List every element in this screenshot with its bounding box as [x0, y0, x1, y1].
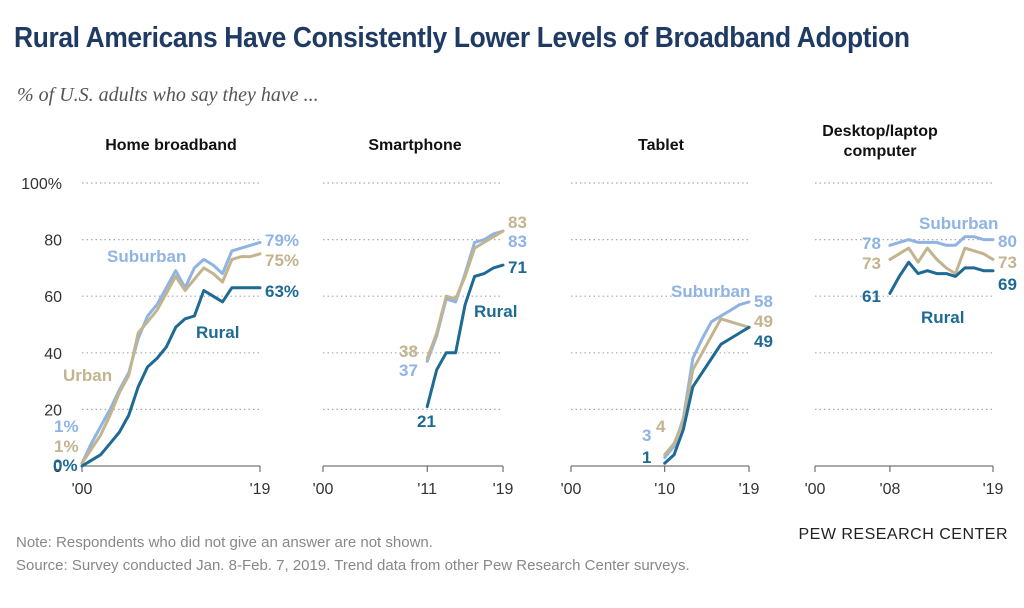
series-line-rural [888, 260, 995, 295]
series-line-urban [888, 246, 995, 276]
y-tick-label: 40 [44, 346, 62, 363]
series-line-urban [425, 229, 505, 360]
x-tick-label: '11 [417, 481, 437, 498]
start-value-label-rural: 0% [53, 456, 78, 475]
start-value-label-rural: 1 [642, 448, 651, 467]
y-tick-label: 60 [44, 289, 62, 306]
start-value-label-urban: 1% [54, 437, 79, 456]
start-value-label-suburban: 37 [399, 361, 418, 380]
end-value-label-urban: 83 [508, 213, 527, 232]
note-text: Note: Respondents who did not give an an… [16, 534, 433, 551]
series-name-label-suburban: Suburban [107, 247, 186, 266]
y-tick-label: 20 [44, 402, 62, 419]
start-value-label-suburban: 78 [862, 234, 881, 253]
panel-title-tablet: Tablet [638, 137, 684, 154]
start-value-label-urban: 73 [862, 254, 881, 273]
source-text: Source: Survey conducted Jan. 8-Feb. 7, … [16, 557, 690, 574]
series-line-rural [663, 325, 751, 465]
y-tick-label: 80 [44, 233, 62, 250]
x-tick-label: '19 [983, 481, 1004, 498]
start-value-label-suburban: 1% [54, 417, 79, 436]
series-line-suburban [80, 240, 262, 465]
x-tick-label: '10 [654, 481, 675, 498]
series-name-label-rural: Rural [196, 323, 239, 342]
end-value-label-rural: 69 [998, 275, 1017, 294]
start-value-label-urban: 4 [656, 417, 666, 436]
credit-text: PEW RESEARCH CENTER [798, 526, 1008, 543]
chart-title: Rural Americans Have Consistently Lower … [14, 22, 910, 54]
end-value-label-suburban: 79% [265, 231, 299, 250]
end-value-label-urban: 75% [265, 251, 299, 270]
chart-subtitle: % of U.S. adults who say they have ... [17, 84, 319, 106]
y-tick-label: 0 [53, 459, 62, 476]
panel-title-home-broadband: Home broadband [105, 137, 237, 154]
series-line-urban [663, 317, 751, 457]
x-tick-label: '00 [805, 481, 826, 498]
end-value-label-urban: 73 [998, 253, 1017, 272]
series-line-urban [80, 252, 262, 465]
series-name-label-rural: Rural [921, 308, 964, 327]
end-value-label-suburban: 80 [998, 232, 1017, 251]
start-value-label-rural: 21 [417, 412, 436, 431]
series-name-label-urban: Urban [63, 366, 112, 385]
x-tick-label: '08 [880, 481, 901, 498]
end-value-label-rural: 63% [265, 282, 299, 301]
series-name-label-suburban: Suburban [919, 214, 998, 233]
x-tick-label: '00 [313, 481, 334, 498]
x-tick-label: '00 [561, 481, 582, 498]
series-line-rural [80, 286, 262, 468]
panel-title-desktop-laptop: Desktop/laptop computer [822, 123, 938, 160]
series-line-suburban [425, 229, 505, 363]
series-name-label-suburban: Suburban [671, 282, 750, 301]
x-tick-label: '19 [250, 481, 271, 498]
x-tick-label: '19 [493, 481, 514, 498]
start-value-label-urban: 38 [399, 342, 418, 361]
end-value-label-suburban: 83 [508, 232, 527, 251]
series-line-rural [425, 263, 505, 409]
end-value-label-rural: 71 [508, 258, 527, 277]
start-value-label-suburban: 3 [642, 426, 651, 445]
y-tick-label: 100% [21, 176, 62, 193]
start-value-label-rural: 61 [862, 287, 881, 306]
panel-title-smartphone: Smartphone [368, 137, 462, 154]
series-line-suburban [888, 235, 995, 247]
end-value-label-suburban: 58 [754, 292, 773, 311]
series-name-label-rural: Rural [474, 302, 517, 321]
x-tick-label: '00 [72, 481, 93, 498]
end-value-label-rural: 49 [754, 332, 773, 351]
x-tick-label: '19 [739, 481, 760, 498]
end-value-label-urban: 49 [754, 312, 773, 331]
